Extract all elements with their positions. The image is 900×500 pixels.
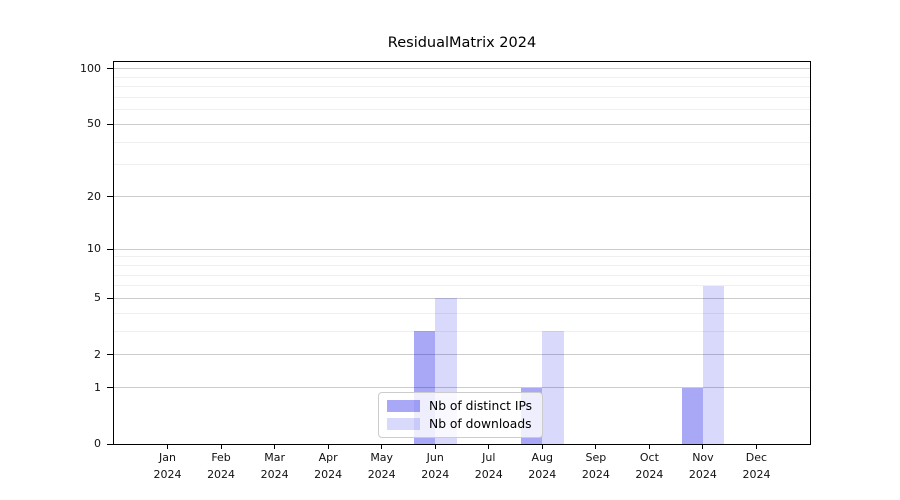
bar-downloads-aug [542, 331, 564, 444]
x-tick-label: Jan 2024 [136, 450, 200, 483]
x-tick-mark [327, 445, 329, 449]
x-tick-year: 2024 [474, 467, 503, 481]
legend-swatch-downloads [387, 418, 420, 430]
minor-gridline [114, 164, 810, 166]
y-tick-label: 0 [94, 437, 101, 450]
chart-title: ResidualMatrix 2024 [387, 35, 537, 51]
legend-label-downloads: Nb of downloads [429, 417, 532, 431]
y-tick-label: 1 [94, 380, 101, 394]
x-tick-label: May 2024 [350, 450, 414, 483]
x-tick-mark [648, 445, 650, 449]
legend-item-distinct-ips: Nb of distinct IPs [387, 399, 532, 413]
x-tick-mark [488, 445, 490, 449]
x-tick-mark [595, 445, 597, 449]
x-tick-label: Aug 2024 [510, 450, 574, 483]
minor-gridline [114, 312, 810, 314]
y-tick-label: 10 [87, 242, 101, 256]
x-tick-year: 2024 [635, 467, 664, 481]
x-tick-month: Dec [745, 451, 768, 464]
x-tick-month: Oct [639, 451, 659, 464]
x-tick-year: 2024 [421, 467, 450, 481]
y-tick-mark [107, 387, 114, 389]
x-tick-month: Feb [211, 451, 231, 464]
x-tick-year: 2024 [207, 467, 236, 481]
x-tick-label: Dec 2024 [724, 450, 788, 483]
x-tick-month: May [370, 451, 394, 464]
y-tick-mark [107, 123, 114, 125]
major-gridline [114, 387, 810, 389]
legend-label-distinct-ips: Nb of distinct IPs [429, 399, 533, 413]
y-tick-label: 5 [94, 291, 101, 305]
major-gridline [114, 248, 810, 250]
x-tick-year: 2024 [314, 467, 343, 481]
major-gridline [114, 196, 810, 198]
minor-gridline [114, 274, 810, 276]
major-gridline [114, 68, 810, 70]
x-tick-mark [167, 445, 169, 449]
x-tick-month: Nov [692, 451, 714, 464]
x-tick-month: Sep [585, 451, 607, 464]
x-tick-label: Apr 2024 [296, 450, 360, 483]
minor-gridline [114, 86, 810, 88]
x-tick-month: Jan [159, 451, 177, 464]
major-gridline [114, 123, 810, 125]
legend-item-downloads: Nb of downloads [387, 417, 532, 431]
y-tick-mark [107, 297, 114, 299]
x-tick-month: Apr [318, 451, 338, 464]
bar-distinct-ips-nov [681, 387, 703, 444]
y-tick-label: 50 [87, 117, 101, 131]
x-tick-year: 2024 [688, 467, 717, 481]
minor-gridline [114, 264, 810, 266]
x-tick-month: Aug [531, 451, 554, 464]
x-tick-month: Jul [482, 451, 496, 464]
y-tick-label: 100 [80, 61, 101, 75]
minor-gridline [114, 285, 810, 287]
major-gridline [114, 297, 810, 299]
minor-gridline [114, 330, 810, 332]
y-tick-label: 2 [94, 347, 101, 361]
x-tick-label: Sep 2024 [564, 450, 628, 483]
x-tick-year: 2024 [581, 467, 610, 481]
x-tick-mark [220, 445, 222, 449]
x-tick-label: Mar 2024 [243, 450, 307, 483]
bar-downloads-nov [702, 285, 725, 444]
x-tick-mark [541, 445, 543, 449]
x-tick-label: Jun 2024 [403, 450, 467, 483]
y-tick-mark [107, 354, 114, 356]
plot-area [113, 61, 811, 445]
minor-gridline [114, 256, 810, 258]
y-tick-mark [107, 196, 114, 198]
minor-gridline [114, 141, 810, 143]
major-gridline [114, 354, 810, 356]
x-tick-label: Nov 2024 [671, 450, 735, 483]
x-tick-year: 2024 [260, 467, 289, 481]
y-tick-mark [107, 443, 114, 445]
x-tick-year: 2024 [528, 467, 557, 481]
x-tick-mark [702, 445, 704, 449]
x-tick-label: Oct 2024 [617, 450, 681, 483]
y-tick-mark [107, 68, 114, 70]
minor-gridline [114, 97, 810, 99]
x-tick-mark [381, 445, 383, 449]
minor-gridline [114, 109, 810, 111]
x-tick-month: Jun [426, 451, 444, 464]
y-tick-mark [107, 248, 114, 250]
x-tick-mark [434, 445, 436, 449]
x-tick-mark [274, 445, 276, 449]
y-tick-label: 20 [87, 189, 101, 203]
x-tick-label: Jul 2024 [457, 450, 521, 483]
x-tick-label: Feb 2024 [189, 450, 253, 483]
x-tick-year: 2024 [742, 467, 771, 481]
x-tick-mark [755, 445, 757, 449]
x-tick-month: Mar [264, 451, 285, 464]
x-tick-year: 2024 [153, 467, 182, 481]
x-tick-year: 2024 [367, 467, 396, 481]
legend-swatch-distinct-ips [387, 400, 420, 412]
minor-gridline [114, 76, 810, 78]
legend: Nb of distinct IPs Nb of downloads [378, 392, 544, 438]
